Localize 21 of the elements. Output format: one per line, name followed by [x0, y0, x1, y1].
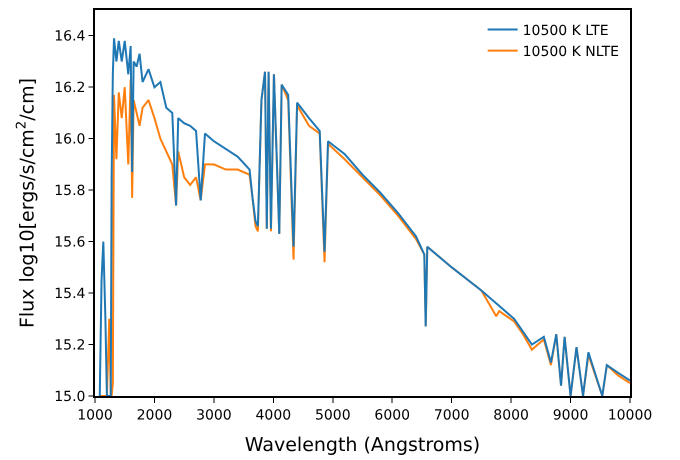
- y-tick-label: 15.8: [54, 183, 86, 200]
- y-tick-label: 15.6: [54, 234, 86, 250]
- y-tick-label: 16.2: [54, 80, 86, 96]
- x-tick-label: 3000: [196, 408, 232, 424]
- y-tick-label: 15.0: [54, 388, 86, 405]
- y-tick-label: 15.2: [54, 337, 86, 354]
- x-axis-title: Wavelength (Angstroms): [244, 434, 480, 456]
- x-tick-label: 10000: [608, 408, 652, 424]
- x-tick-label: 2000: [136, 408, 172, 424]
- y-tick-label: 16.4: [54, 28, 86, 45]
- x-tick-label: 1000: [77, 408, 113, 424]
- y-tick-label: 15.4: [54, 286, 86, 302]
- x-tick-label: 9000: [552, 408, 588, 424]
- x-tick-label: 6000: [374, 408, 410, 424]
- x-tick-label: 8000: [493, 408, 529, 424]
- x-tick-label: 7000: [434, 408, 470, 424]
- y-tick-label: 16.0: [54, 132, 86, 148]
- legend-label: 10500 K NLTE: [522, 44, 620, 60]
- x-tick-label: 4000: [256, 408, 292, 424]
- x-tick-label: 5000: [314, 408, 351, 424]
- legend-label: 10500 K LTE: [522, 22, 609, 39]
